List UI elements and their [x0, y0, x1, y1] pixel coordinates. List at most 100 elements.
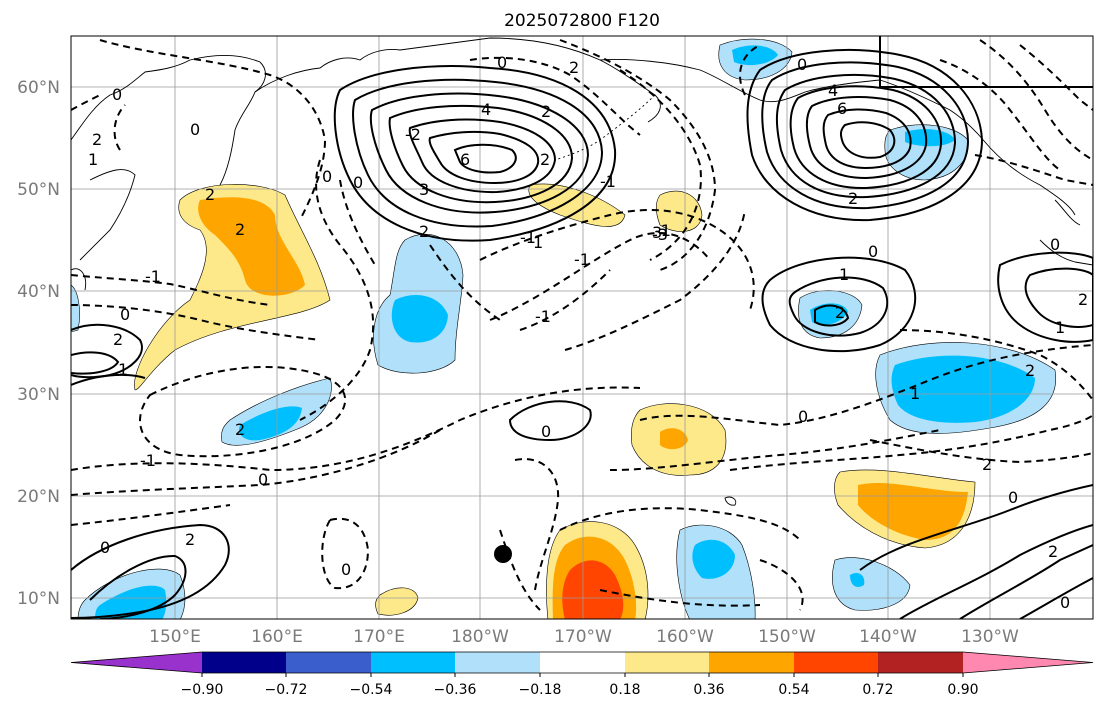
- contour-label: 1: [839, 265, 849, 284]
- positive-anomaly-region: [375, 587, 419, 616]
- positive-anomaly-region: [134, 184, 331, 391]
- colorbar-tick-label: 0.36: [693, 682, 724, 698]
- colorbar-tick-label: −0.36: [434, 682, 477, 698]
- negative-anomaly-core: [891, 355, 1035, 423]
- lon-label: 130°W: [961, 627, 1019, 647]
- colorbar-swatch: [878, 652, 963, 673]
- contour-label: 2: [541, 102, 551, 121]
- contour-label: 1: [118, 360, 128, 379]
- contour-label: -1: [600, 172, 616, 191]
- plot-frame: [70, 35, 1094, 620]
- positive-anomaly-core: [198, 197, 305, 296]
- negative-contours: [71, 39, 1093, 611]
- contour-label: 0: [1050, 235, 1060, 254]
- colorbar-tick-label: −0.54: [350, 682, 393, 698]
- lon-label: 160°W: [656, 627, 714, 647]
- contour-label: 1: [910, 384, 920, 403]
- graticule: [71, 36, 1093, 619]
- negative-anomaly-core: [850, 573, 865, 587]
- contour-label: 0: [190, 120, 200, 139]
- shading-positive: [134, 183, 976, 619]
- colorbar-swatch: [286, 652, 371, 673]
- contour-label: -1: [140, 451, 156, 470]
- coastlines: [71, 37, 1093, 506]
- contour-label: 2: [419, 222, 429, 241]
- contour-label: 0: [258, 470, 268, 489]
- negative-anomaly-region: [71, 284, 80, 333]
- contour-label: -1: [574, 250, 590, 269]
- colorbar-tick-label: 0.54: [778, 682, 809, 698]
- contour-label: 3: [652, 223, 662, 242]
- contour-label: 0: [100, 538, 110, 557]
- contour-label: 1: [533, 233, 543, 252]
- negative-anomaly-core: [905, 129, 955, 147]
- colorbar-tick-label: −0.90: [181, 682, 224, 698]
- contour-label: 4: [828, 81, 838, 100]
- lat-label: 20°N: [17, 487, 60, 507]
- latitude-labels: 60°N 50°N 40°N 30°N 20°N 10°N: [17, 78, 60, 609]
- contour-labels: 0210-1021200222-12-20042632-11-10-130462…: [88, 53, 1088, 612]
- contour-label: 0: [353, 173, 363, 192]
- colorbar-swatch: [71, 652, 202, 673]
- storm-center-marker: [494, 545, 512, 563]
- lon-label: 150°W: [758, 627, 816, 647]
- contour-label: 2: [185, 530, 195, 549]
- colorbar-swatch: [202, 652, 286, 673]
- lon-label: 170°W: [554, 627, 612, 647]
- lon-label: 140°W: [859, 627, 917, 647]
- contour-label: 0: [541, 422, 551, 441]
- lat-label: 10°N: [17, 589, 60, 609]
- negative-anomaly-core: [692, 539, 735, 579]
- positive-contours: [71, 36, 1093, 619]
- contour-label: 1: [1055, 318, 1065, 337]
- positive-anomaly-core: [562, 560, 624, 619]
- colorbar-swatch: [455, 652, 540, 673]
- contour-label: 2: [235, 420, 245, 439]
- positive-anomaly-core: [858, 483, 968, 540]
- contour-label: 2: [1025, 361, 1035, 380]
- negative-anomaly-core: [810, 303, 848, 325]
- map-title: 2025072800 F120: [504, 11, 660, 31]
- colorbar-swatch: [963, 652, 1093, 673]
- contour-label: 0: [497, 53, 507, 72]
- contour-label: 2: [982, 455, 992, 474]
- colorbar-tick-label: −0.72: [265, 682, 308, 698]
- contour-label: -1: [535, 307, 551, 326]
- plot-area: 0210-1021200222-12-20042632-11-10-130462…: [71, 36, 1093, 619]
- colorbar-ticks: −0.90 −0.72 −0.54 −0.36 −0.18 0.18 0.36 …: [181, 682, 979, 698]
- contour-label: 4: [481, 100, 491, 119]
- contour-label: 2: [848, 189, 858, 208]
- colorbar-swatch: [794, 652, 878, 673]
- contour-label: 2: [835, 303, 845, 322]
- colorbar-tick-label: 0.90: [947, 682, 978, 698]
- contour-label: 0: [797, 55, 807, 74]
- contour-label: 6: [460, 150, 470, 169]
- negative-anomaly-core: [239, 406, 302, 441]
- contour-label: 2: [540, 150, 550, 169]
- contour-label: 2: [92, 130, 102, 149]
- contour-label: -1: [520, 228, 536, 247]
- positive-anomaly-core: [660, 428, 688, 450]
- lat-label: 50°N: [17, 180, 60, 200]
- lon-label: 170°E: [353, 627, 405, 647]
- contour-label: 2: [235, 220, 245, 239]
- contour-label: -2: [405, 125, 421, 144]
- contour-label: 2: [113, 330, 123, 349]
- contour-label: 0: [341, 560, 351, 579]
- colorbar-swatch: [625, 652, 709, 673]
- contour-label: 0: [868, 242, 878, 261]
- colorbar-tick-label: −0.18: [519, 682, 562, 698]
- contour-label: 6: [837, 99, 847, 118]
- contour-label: 0: [322, 167, 332, 186]
- contour-label: 0: [120, 305, 130, 324]
- lon-label: 180°W: [451, 627, 509, 647]
- contour-label: 0: [798, 407, 808, 426]
- contour-label: 2: [569, 58, 579, 77]
- contour-label: 2: [1048, 542, 1058, 561]
- contour-label: 0: [112, 85, 122, 104]
- lon-label: 160°E: [251, 627, 303, 647]
- lat-label: 30°N: [17, 385, 60, 405]
- shading-negative: [71, 38, 1057, 619]
- colorbar-swatch: [709, 652, 794, 673]
